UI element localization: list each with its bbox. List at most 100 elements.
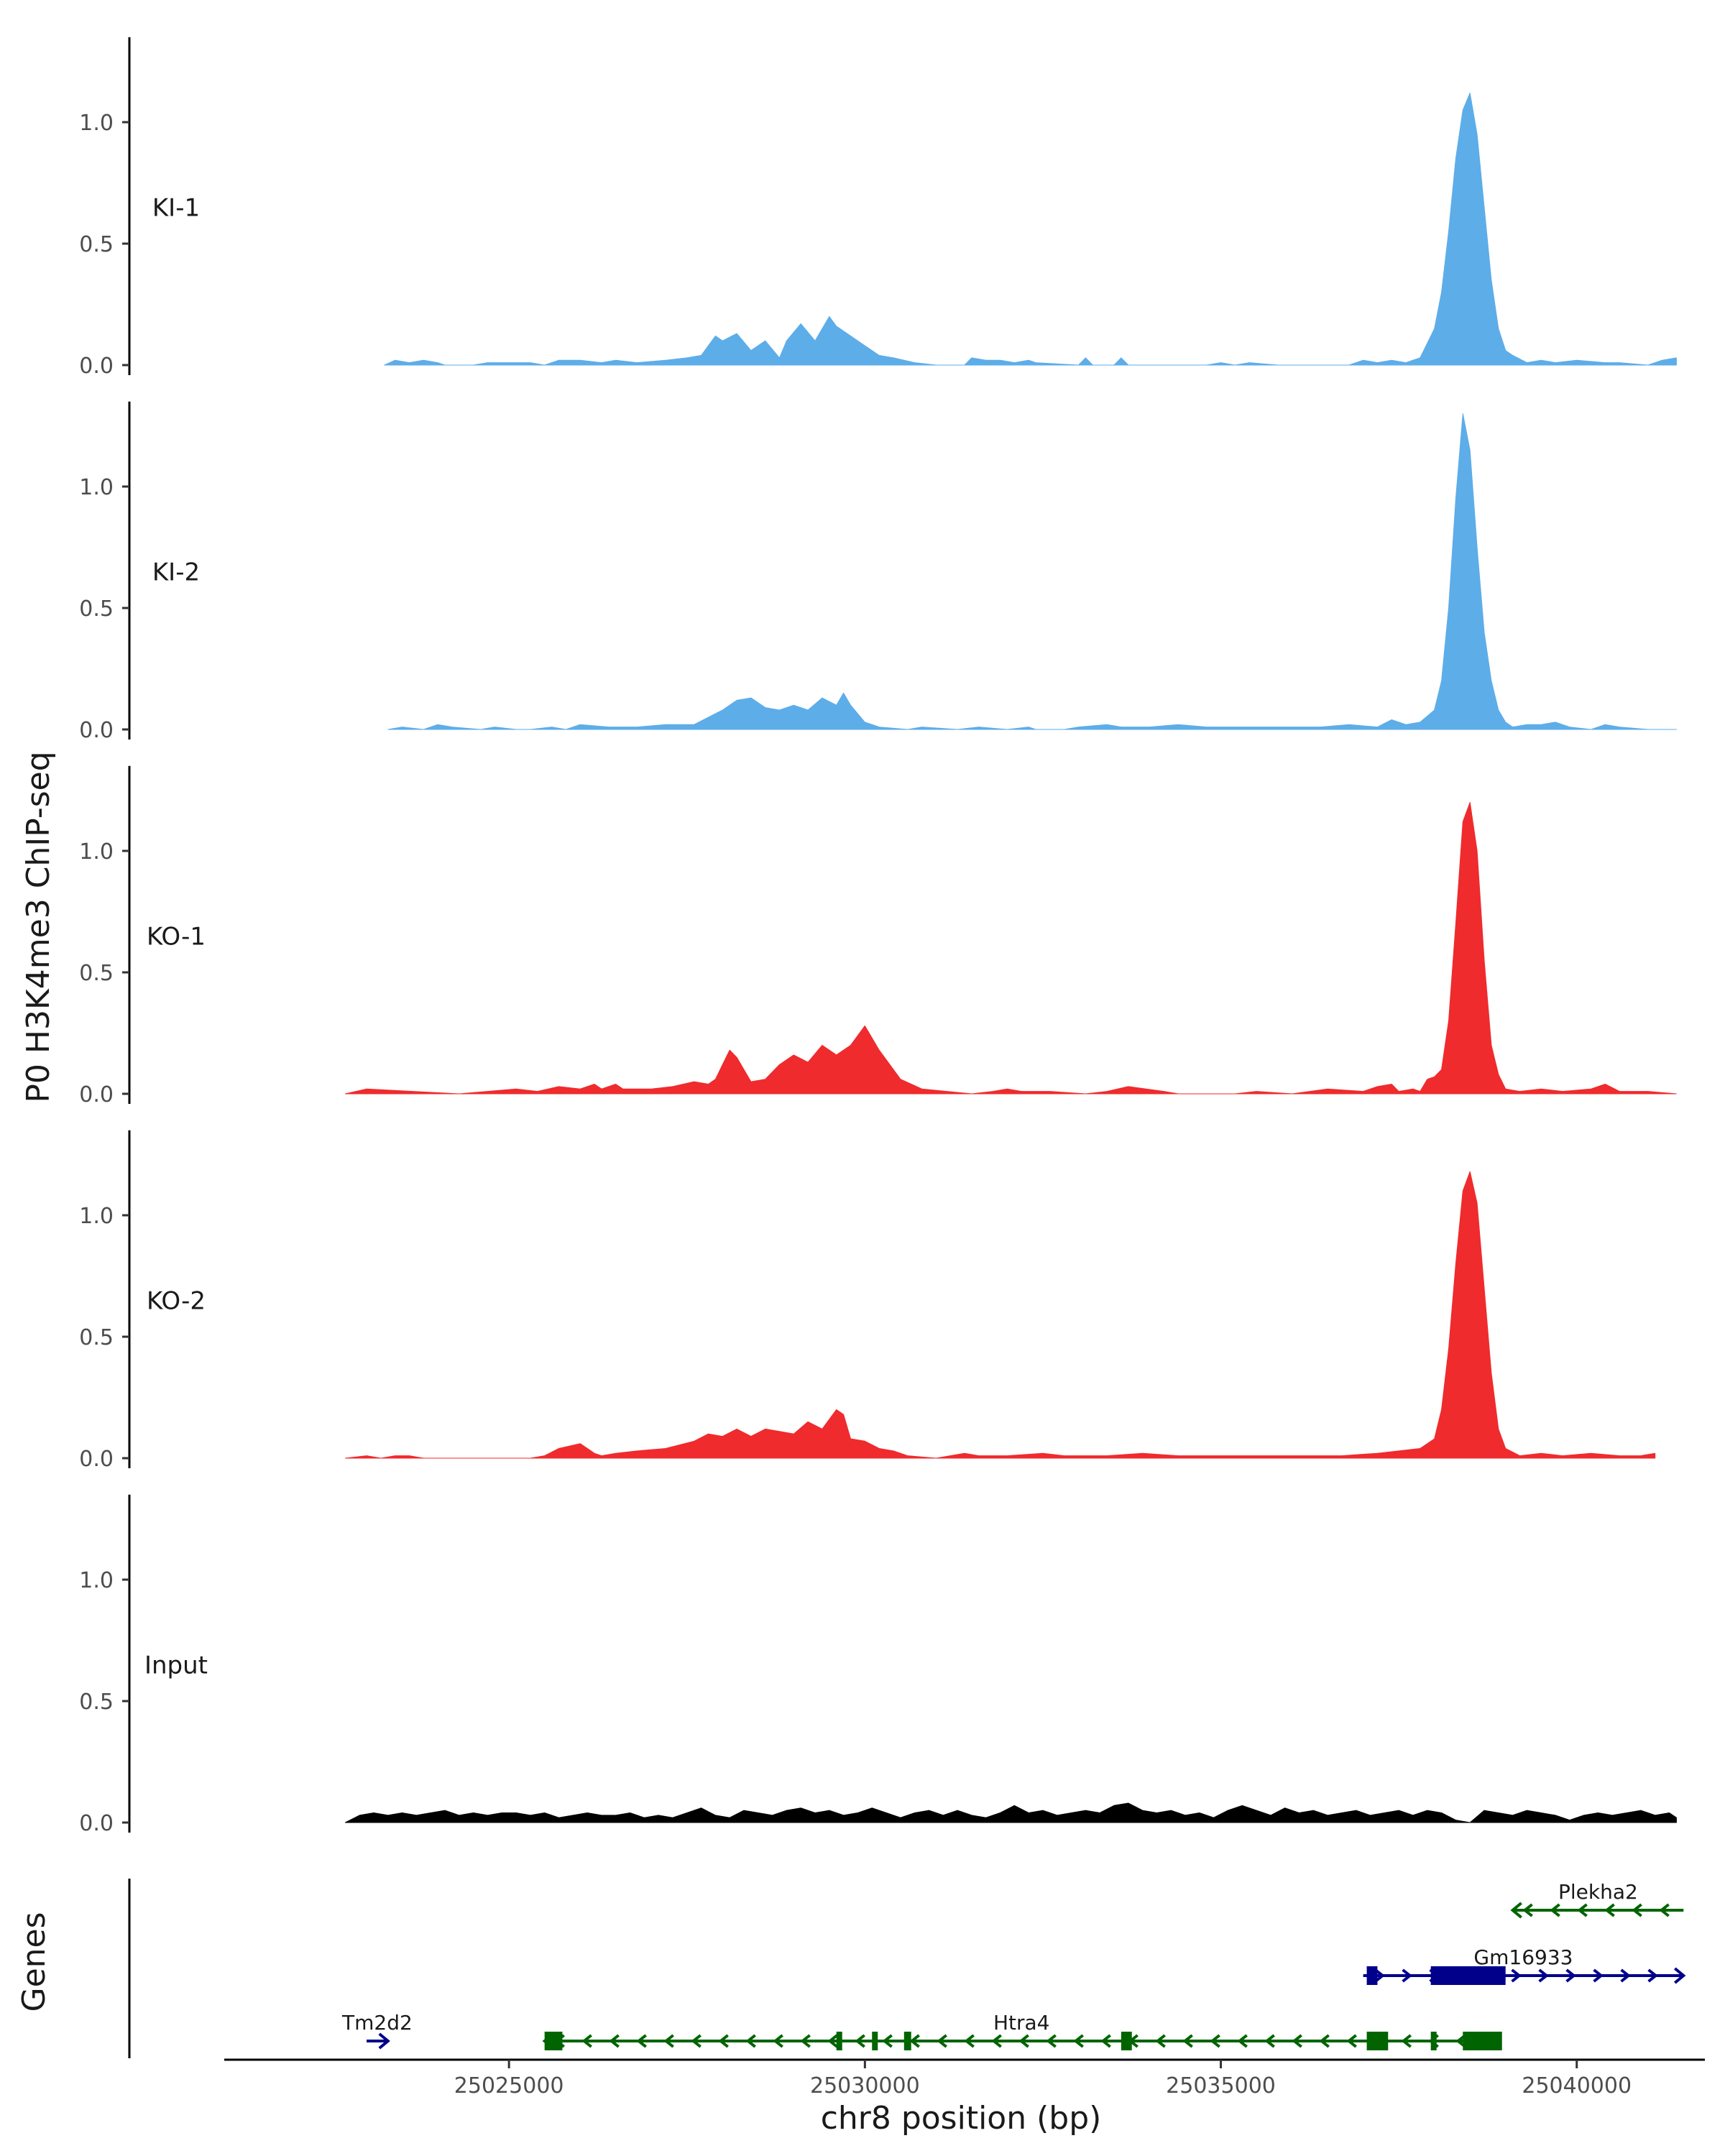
gene-tm2d2: Tm2d2 [341,2011,413,2050]
strand-arrow-icon [1402,1968,1412,1983]
strand-arrow-icon [1659,1903,1670,1917]
track-ki-1: 0.0 0.5 1.0 KI-1 [79,37,1677,379]
strand-arrow-icon [1374,1968,1385,1983]
strand-arrow-icon [991,2034,1002,2048]
strand-arrow-icon [1182,2034,1193,2048]
gene-label: Plekha2 [1558,1880,1638,1904]
gene-label: Gm16933 [1473,1945,1573,1969]
y-tick-label: 1.0 [79,1568,114,1593]
coverage-area [344,1802,1677,1823]
strand-arrow-icon [1577,1903,1588,1917]
strand-arrow-icon [882,2034,893,2048]
exon-block [872,2032,878,2050]
strand-arrow-icon [1401,2034,1412,2048]
gene-label: Tm2d2 [341,2011,413,2035]
strand-arrow-icon [1046,2034,1057,2048]
strand-arrow-icon [718,2034,729,2048]
exon-block [1366,2032,1389,2050]
strand-arrow-icon [1100,2034,1111,2048]
strand-arrow-icon [1593,1968,1604,1983]
strand-arrow-icon [1319,2034,1330,2048]
strand-arrow-icon [1674,1967,1686,1984]
strand-arrow-icon [1647,1968,1658,1983]
strand-arrow-icon [937,2034,947,2048]
strand-arrow-icon [1292,2034,1302,2048]
track-ko-2: 0.0 0.5 1.0 KO-2 [79,1130,1656,1472]
y-tick-label: 1.0 [79,1204,114,1229]
gene-plekha2: Plekha2 [1510,1880,1684,1919]
coverage-area [344,801,1677,1095]
strand-arrow-icon [636,2034,647,2048]
track-ko-1: 0.0 0.5 1.0 KO-1 [79,765,1677,1107]
y-tick-label: 0.0 [79,718,114,743]
x-tick-label: 25030000 [810,2073,920,2099]
track-label: KI-1 [152,193,200,222]
strand-arrow-icon [1346,2034,1357,2048]
exon-block [1121,2032,1132,2050]
y-tick-label: 1.0 [79,111,114,136]
exon-block [544,2032,563,2050]
strand-arrow-icon [1511,1968,1522,1983]
y-tick-label: 0.0 [79,1082,114,1107]
track-label: KI-2 [152,558,200,586]
track-label: KO-1 [147,922,206,951]
gene-annotation-panel: Plekha2 Gm16933 Tm2d2 Htra4 [128,1879,1686,2058]
strand-arrow-icon [378,2032,390,2050]
strand-arrow-icon [1538,1968,1549,1983]
coverage-area [387,413,1677,730]
track-ki-2: 0.0 0.5 1.0 KI-2 [79,401,1677,743]
y-tick-label: 0.5 [79,1690,114,1715]
strand-arrow-icon [827,2034,838,2048]
coverage-area [344,1171,1656,1459]
strand-arrow-icon [1565,1968,1576,1983]
strand-arrow-icon [1632,1903,1642,1917]
y-tick-label: 0.5 [79,1325,114,1350]
strand-arrow-icon [1264,2034,1275,2048]
gene-label: Htra4 [993,2011,1050,2035]
strand-arrow-icon [663,2034,674,2048]
exon-block [836,2032,842,2050]
exon-block [1430,1966,1506,1985]
track-label: Input [144,1651,208,1680]
strand-arrow-icon [800,2034,811,2048]
y-tick-label: 0.5 [79,596,114,622]
strand-arrow-icon [1550,1903,1560,1917]
y-tick-label: 0.5 [79,961,114,986]
exon-block [1366,1966,1378,1985]
strand-arrow-icon [1155,2034,1166,2048]
strand-arrow-icon [773,2034,783,2048]
exon-block [1463,2032,1502,2050]
y-tick-label: 0.5 [79,232,114,257]
x-tick-label: 25040000 [1522,2073,1632,2099]
y-tick-label: 1.0 [79,839,114,865]
strand-arrow-icon [1210,2034,1220,2048]
track-input: 0.0 0.5 1.0 Input [79,1494,1677,1836]
exon-block [903,2032,911,2050]
coverage-tracks: 0.00.51.0KI-10.00.51.0KI-20.00.51.0KO-10… [79,37,1677,1836]
gene-gm16933: Gm16933 [1363,1945,1686,1985]
exon-block [1430,2032,1437,2050]
strand-arrow-icon [1522,1903,1533,1917]
strand-arrow-icon [1604,1903,1615,1917]
y-axis-title: P0 H3K4me3 ChIP-seq [20,751,57,1102]
x-tick-label: 25025000 [454,2073,564,2099]
strand-arrow-icon [745,2034,756,2048]
strand-arrow-icon [609,2034,620,2048]
strand-arrow-icon [581,2034,592,2048]
y-tick-label: 0.0 [79,1447,114,1472]
y-tick-label: 1.0 [79,475,114,500]
strand-arrow-icon [1620,1968,1631,1983]
strand-arrow-icon [909,2034,920,2048]
coverage-area [384,92,1677,366]
strand-arrow-icon [855,2034,865,2048]
strand-arrow-icon [964,2034,975,2048]
strand-arrow-icon [1510,1902,1522,1919]
track-label: KO-2 [147,1286,206,1315]
genes-axis-title: Genes [16,1912,52,2012]
strand-arrow-icon [1018,2034,1029,2048]
strand-arrow-icon [1073,2034,1084,2048]
strand-arrow-icon [1237,2034,1248,2048]
strand-arrow-icon [691,2034,702,2048]
x-axis-title: chr8 position (bp) [821,2100,1102,2137]
